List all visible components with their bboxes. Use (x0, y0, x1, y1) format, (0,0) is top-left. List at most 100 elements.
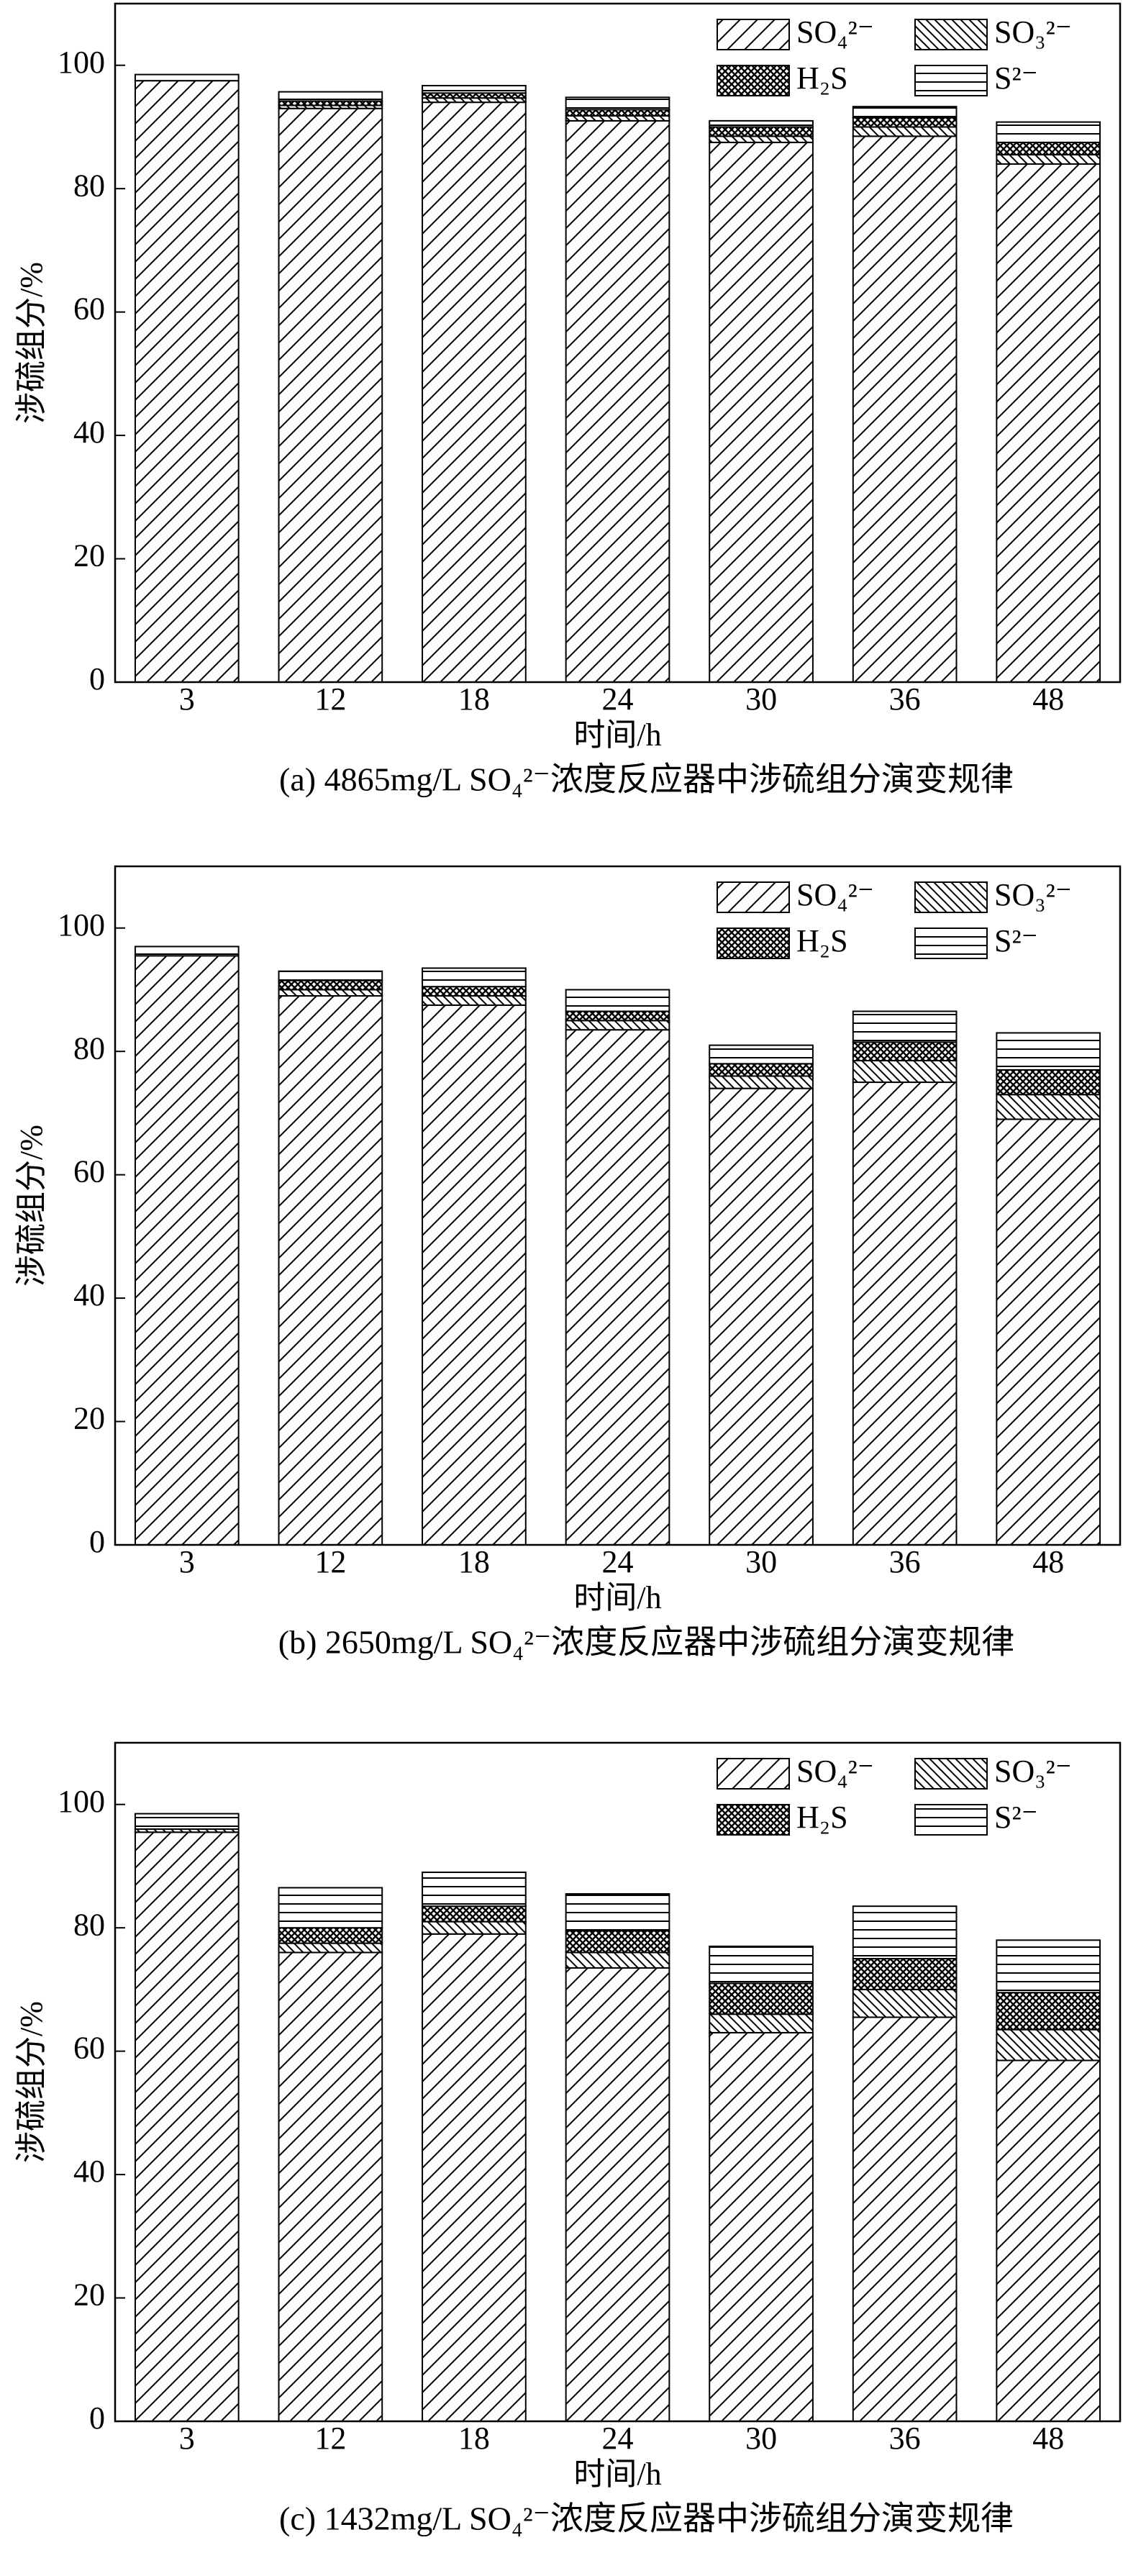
caption: (a) 4865mg/L SO₄²⁻浓度反应器中涉硫组分演变规律 (279, 761, 1014, 798)
bar-segment (852, 1041, 958, 1062)
bar-segment (134, 80, 240, 683)
x-tick-label: 36 (889, 681, 921, 717)
bar-segment (422, 1933, 527, 2423)
bar-segment (709, 126, 814, 137)
bar-segment (996, 1069, 1101, 1096)
legend-label: S²⁻ (994, 1800, 1038, 1835)
legend-swatch (914, 65, 988, 96)
bar-segment (278, 1942, 383, 1954)
legend-label: SO₄²⁻ (796, 14, 874, 50)
x-tick-label: 18 (458, 681, 490, 717)
legend-label: SO₃²⁻ (994, 14, 1072, 50)
caption: (b) 2650mg/L SO₄²⁻浓度反应器中涉硫组分演变规律 (278, 1624, 1015, 1661)
legend-swatch (717, 1758, 790, 1790)
y-tick-label: 100 (58, 45, 105, 80)
plot-frame (114, 1741, 1122, 2423)
x-tick-label: 18 (458, 2421, 490, 2456)
legend-label: H₂S (796, 923, 848, 958)
bar-segment (422, 92, 527, 99)
bar-segment (278, 979, 383, 991)
bar-segment (565, 1020, 670, 1031)
x-tick-label: 12 (314, 1544, 346, 1579)
y-tick-label: 20 (73, 1401, 105, 1436)
plot-frame (114, 865, 1122, 1546)
y-tick-label: 0 (89, 2400, 105, 2436)
bar-segment (709, 1063, 814, 1077)
bar-segment (852, 106, 958, 119)
legend-label: SO₃²⁻ (994, 877, 1072, 912)
bar-segment (852, 1905, 958, 1960)
legend-label: SO₃²⁻ (994, 1754, 1072, 1789)
x-tick-label: 24 (602, 681, 634, 717)
bar-segment (996, 1939, 1101, 1994)
bar-segment (422, 1905, 527, 1923)
x-tick-label: 30 (745, 2421, 777, 2456)
bar-segment (709, 2031, 814, 2423)
legend-swatch (914, 881, 988, 913)
y-axis-label: 涉硫组分/% (14, 1125, 49, 1287)
x-tick-label: 36 (889, 1544, 921, 1579)
bar-segment (852, 1060, 958, 1084)
bar-segment (852, 1081, 958, 1546)
y-axis-label: 涉硫组分/% (14, 2001, 49, 2163)
x-tick-label: 3 (179, 1544, 195, 1579)
y-tick-label: 80 (73, 1907, 105, 1942)
bar-segment (565, 119, 670, 683)
bar-segment (996, 1118, 1101, 1546)
bar-segment (852, 1988, 958, 2018)
bar-segment (852, 1010, 958, 1043)
y-axis-label: 涉硫组分/% (14, 262, 49, 424)
y-tick-label: 40 (73, 414, 105, 450)
y-tick-label: 100 (58, 1784, 105, 1819)
bar-segment (852, 135, 958, 683)
legend-swatch (717, 881, 790, 913)
x-tick-label: 24 (602, 1544, 634, 1579)
bar-segment (565, 1951, 670, 1969)
bar-segment (278, 91, 383, 102)
bar-segment (278, 1887, 383, 1929)
bar-segment (278, 989, 383, 997)
bar-segment (709, 135, 814, 143)
legend-label: S²⁻ (994, 60, 1038, 96)
bar-segment (996, 2059, 1101, 2422)
x-tick-label: 48 (1032, 1544, 1064, 1579)
legend-label: H₂S (796, 1800, 848, 1835)
bar-segment (278, 107, 383, 683)
bar-segment (565, 109, 670, 117)
bar-segment (422, 995, 527, 1006)
legend-swatch (914, 928, 988, 959)
x-tick-label: 36 (889, 2421, 921, 2456)
legend-swatch (914, 19, 988, 50)
legend-swatch (717, 1804, 790, 1836)
y-tick-label: 60 (73, 291, 105, 327)
bar-segment (565, 96, 670, 111)
bar-segment (996, 1992, 1101, 2031)
bar-segment (996, 1032, 1101, 1071)
x-tick-label: 48 (1032, 681, 1064, 717)
bar-segment (134, 1813, 240, 1831)
bar-segment (134, 955, 240, 1546)
bar-segment (565, 1930, 670, 1954)
bar-segment (709, 1075, 814, 1089)
bar-segment (709, 1982, 814, 2015)
bar-segment (709, 2013, 814, 2033)
bar-segment (996, 163, 1101, 683)
bar-segment (278, 1927, 383, 1944)
x-tick-label: 12 (314, 681, 346, 717)
bar-segment (852, 1958, 958, 1990)
bar-segment (709, 1087, 814, 1546)
bar-segment (565, 115, 670, 122)
bar-segment (852, 2016, 958, 2422)
bar-segment (565, 1967, 670, 2422)
legend-label: H₂S (796, 60, 848, 96)
plot-frame (114, 2, 1122, 684)
y-tick-label: 60 (73, 2031, 105, 2066)
y-tick-label: 40 (73, 2154, 105, 2189)
bar-segment (422, 967, 527, 988)
bar-segment (852, 117, 958, 128)
bar-segment (709, 119, 814, 128)
y-tick-label: 40 (73, 1277, 105, 1312)
bar-segment (996, 121, 1101, 143)
x-tick-label: 3 (179, 681, 195, 717)
bar-segment (422, 1872, 527, 1908)
